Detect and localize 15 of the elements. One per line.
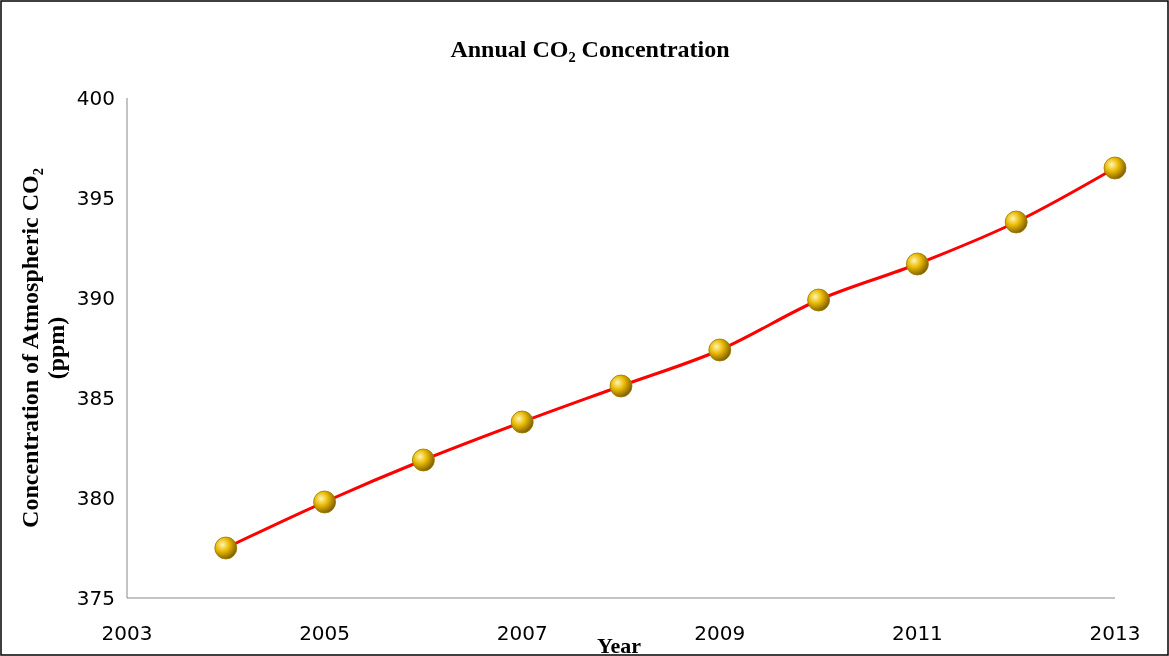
x-axis-title: Year: [597, 633, 642, 656]
chart-title: Annual CO₂ Concentration: [450, 36, 730, 62]
x-tick-label: 2013: [1089, 621, 1141, 645]
x-tick-label: 2005: [299, 621, 351, 645]
y-tick-label: 380: [76, 486, 115, 510]
y-axis-title: Concentration of Atmospheric CO₂ (ppm): [17, 168, 69, 528]
y-tick-label: 400: [76, 86, 115, 110]
y-tick-label: 375: [76, 586, 115, 610]
y-tick-label: 395: [76, 186, 115, 210]
y-tick-label: 385: [76, 386, 115, 410]
y-tick-label: 390: [76, 286, 115, 310]
x-tick-label: 2003: [101, 621, 153, 645]
x-tick-label: 2011: [891, 621, 943, 645]
x-tick-label: 2009: [694, 621, 746, 645]
x-tick-label: 2007: [496, 621, 548, 645]
